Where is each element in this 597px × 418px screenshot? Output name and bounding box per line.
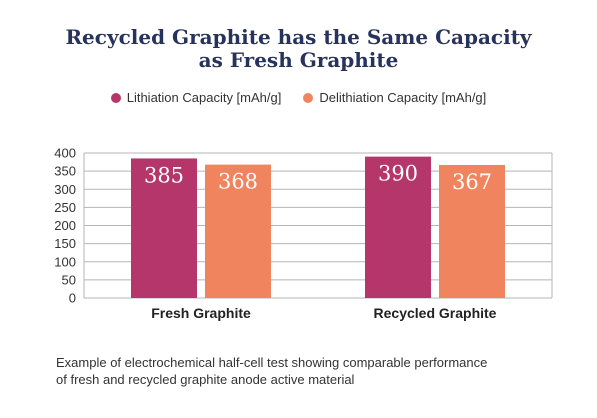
y-tick-label: 300: [54, 182, 76, 197]
chart-legend: Lithiation Capacity [mAh/g] Delithiation…: [0, 90, 597, 105]
data-label: 367: [452, 170, 492, 194]
bar: [365, 156, 431, 298]
chart-title-line-1: Recycled Graphite has the Same Capacity: [65, 25, 532, 49]
bar: [439, 164, 505, 298]
bar: [131, 158, 197, 298]
y-tick-label: 400: [54, 146, 76, 161]
y-tick-label: 250: [54, 200, 76, 215]
legend-marker-delithiation: [303, 92, 314, 103]
x-tick-label: Fresh Graphite: [151, 305, 251, 321]
data-label: 385: [144, 163, 184, 187]
legend-label-lithiation: Lithiation Capacity [mAh/g]: [126, 90, 282, 105]
y-tick-label: 50: [62, 272, 76, 287]
y-tick-label: 200: [54, 218, 76, 233]
x-tick-label: Recycled Graphite: [374, 305, 497, 321]
chart-caption: Example of electrochemical half-cell tes…: [56, 354, 576, 388]
y-tick-label: 150: [54, 236, 76, 251]
y-tick-label: 0: [69, 291, 76, 306]
bar: [205, 164, 271, 298]
legend-marker-lithiation: [110, 92, 121, 103]
data-label: 390: [378, 162, 418, 186]
y-tick-label: 350: [54, 164, 76, 179]
legend-item-delithiation: Delithiation Capacity [mAh/g]: [303, 90, 486, 105]
caption-line-1: Example of electrochemical half-cell tes…: [56, 355, 488, 370]
chart-title: Recycled Graphite has the Same Capacity …: [0, 26, 597, 72]
chart-title-line-2: as Fresh Graphite: [198, 48, 399, 72]
legend-label-delithiation: Delithiation Capacity [mAh/g]: [319, 90, 487, 105]
caption-line-2: of fresh and recycled graphite anode act…: [56, 372, 355, 387]
data-label: 368: [218, 170, 258, 194]
y-tick-label: 100: [54, 254, 76, 269]
legend-item-lithiation: Lithiation Capacity [mAh/g]: [110, 90, 282, 105]
